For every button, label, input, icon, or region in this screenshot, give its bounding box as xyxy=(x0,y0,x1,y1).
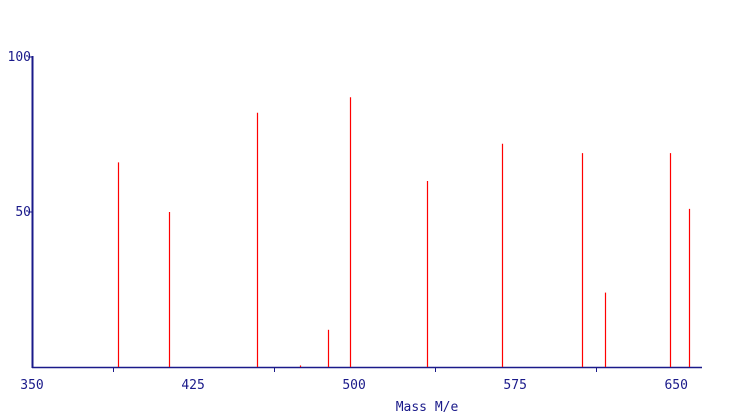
x-tick-label: 575 xyxy=(503,378,526,393)
x-tick-label: 350 xyxy=(20,378,43,393)
x-axis-title: Mass M/e xyxy=(396,400,459,414)
y-tick-label: 50 xyxy=(15,205,31,220)
x-ticks: 350 425 500 575 650 xyxy=(20,367,688,393)
spectrum-peaks xyxy=(117,97,691,367)
x-tick-label: 425 xyxy=(181,378,204,393)
x-tick-label: 500 xyxy=(342,378,365,393)
y-ticks: 50 100 xyxy=(8,50,32,220)
y-tick-label: 100 xyxy=(8,50,31,65)
x-tick-label: 650 xyxy=(664,378,687,393)
